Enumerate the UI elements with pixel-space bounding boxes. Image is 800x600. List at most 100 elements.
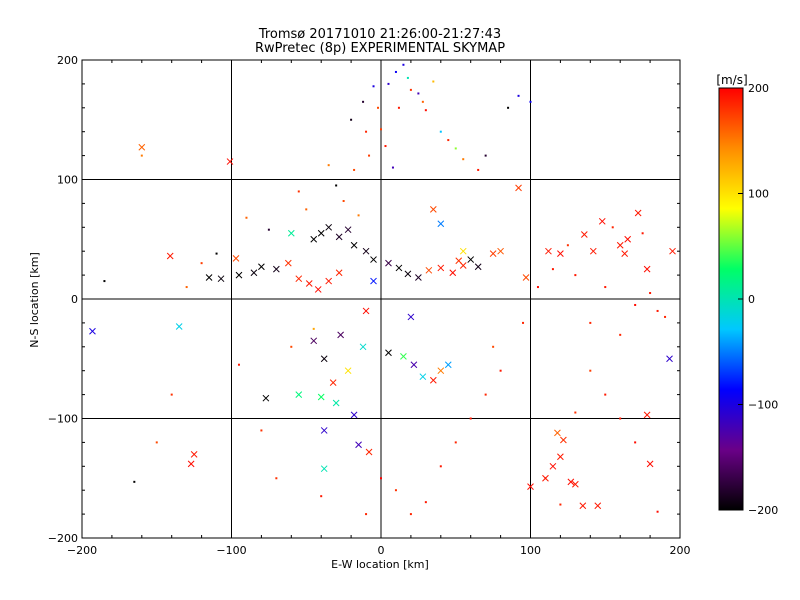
cross-marker [344, 226, 352, 234]
cross-marker [187, 460, 195, 468]
dot-marker [397, 106, 400, 109]
cross-marker [355, 441, 362, 449]
cross-marker [598, 217, 606, 225]
dot-marker [380, 128, 382, 131]
cross-marker [320, 427, 328, 434]
y-tick-label: −100 [48, 413, 78, 426]
cross-marker [567, 478, 575, 486]
dot-marker [350, 118, 353, 121]
cross-marker [217, 275, 225, 283]
dot-marker [297, 190, 300, 193]
colorbar-label: [m/s] [716, 73, 747, 87]
dot-marker [439, 130, 442, 133]
cross-marker [395, 264, 403, 272]
dot-marker [499, 369, 502, 372]
dot-marker [656, 510, 659, 513]
dot-marker [394, 70, 397, 73]
cross-marker [594, 502, 602, 510]
dot-marker [424, 109, 427, 112]
axes: −200 −100 0 100 200 −200 −100 0 100 200 [48, 54, 691, 557]
dot-marker [327, 164, 330, 167]
dot-marker [424, 501, 427, 504]
dot-marker [522, 321, 525, 324]
dot-marker [589, 369, 592, 372]
cross-marker [646, 460, 654, 468]
cross-marker [404, 270, 412, 278]
cross-marker [545, 247, 552, 255]
cross-marker [515, 184, 522, 192]
cross-marker [359, 343, 367, 351]
x-tick-label: −200 [67, 544, 97, 557]
cross-marker [616, 241, 624, 249]
cross-marker [166, 252, 174, 260]
dot-marker [574, 274, 577, 277]
cross-marker [554, 429, 561, 437]
cross-marker [350, 411, 358, 419]
cross-marker [175, 323, 183, 330]
dot-marker [394, 489, 397, 492]
cross-marker [325, 223, 333, 231]
cross-marker [669, 247, 676, 255]
cross-marker [332, 399, 340, 407]
cross-marker [437, 367, 445, 375]
dot-marker [492, 345, 495, 348]
cross-marker [344, 367, 352, 375]
dot-marker [462, 158, 465, 161]
cross-marker [335, 269, 343, 277]
dot-marker [641, 232, 644, 235]
dot-marker [362, 100, 365, 103]
x-tick-label: −100 [216, 544, 246, 557]
cross-marker [365, 448, 373, 456]
cross-marker [527, 483, 534, 490]
dot-marker [507, 106, 510, 109]
cross-marker [310, 235, 318, 243]
cross-marker [410, 361, 418, 369]
dot-marker [245, 216, 248, 219]
dot-marker [335, 184, 338, 187]
cross-marker [320, 355, 328, 363]
colorbar-tick-label: −200 [748, 504, 778, 517]
dot-marker [372, 85, 375, 88]
dot-marker [604, 393, 607, 396]
dot-marker [454, 147, 457, 150]
cross-marker [444, 361, 452, 369]
dot-marker [170, 393, 173, 396]
cross-marker [272, 265, 280, 273]
dot-marker [611, 226, 614, 229]
cross-marker [362, 247, 370, 255]
dot-marker [260, 429, 263, 432]
cross-marker [262, 394, 270, 402]
dot-marker [517, 94, 520, 97]
dot-marker [391, 166, 394, 169]
dot-marker [634, 441, 637, 444]
dot-marker [320, 495, 323, 498]
cross-marker [295, 275, 303, 283]
dot-marker [237, 363, 240, 366]
cross-marker [437, 220, 445, 228]
dot-marker [353, 168, 356, 171]
cross-marker [497, 247, 504, 255]
cross-marker [429, 206, 437, 213]
cross-marker [459, 247, 467, 255]
dot-marker [634, 303, 637, 306]
dot-marker [312, 327, 315, 330]
cross-marker [467, 256, 475, 263]
cross-marker [449, 269, 457, 277]
dot-marker [155, 441, 158, 444]
cross-marker [425, 266, 433, 274]
cross-marker [258, 263, 265, 271]
dot-marker [402, 63, 405, 66]
cross-marker [385, 259, 392, 267]
cross-marker [335, 233, 343, 241]
chart-subtitle: RwPretec (8p) EXPERIMENTAL SKYMAP [255, 41, 505, 56]
dot-marker [380, 477, 382, 480]
dot-marker [421, 100, 424, 103]
cross-marker [474, 263, 482, 271]
cross-marker [624, 235, 632, 243]
cross-marker [226, 158, 234, 165]
dot-marker [604, 286, 607, 289]
cross-marker [489, 250, 497, 257]
dot-marker [649, 292, 652, 295]
cross-marker [317, 229, 325, 237]
cross-marker [580, 231, 588, 238]
